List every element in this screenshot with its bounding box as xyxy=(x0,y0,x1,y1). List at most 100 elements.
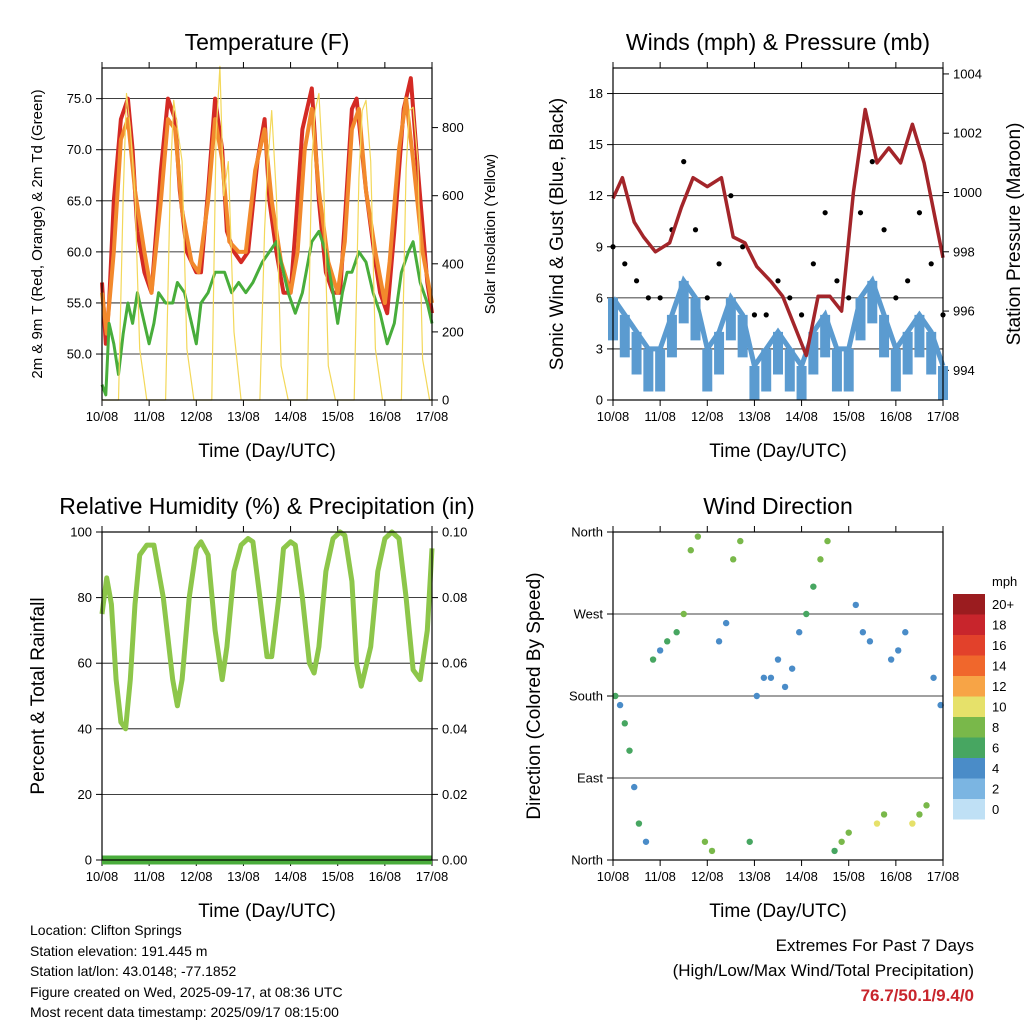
direction-point xyxy=(873,820,881,827)
direction-point xyxy=(887,656,895,663)
humidity-series xyxy=(99,529,435,865)
winds-ytick-label: 15 xyxy=(589,137,603,152)
direction-point xyxy=(730,556,737,563)
temperature-xtick-label: 13/08 xyxy=(227,409,260,424)
direction-point xyxy=(626,747,633,754)
humidity-xtick-label: 12/08 xyxy=(180,869,213,884)
winds-xtick-label: 17/08 xyxy=(927,409,960,424)
humidity-ytick-right-label: 0.10 xyxy=(442,525,467,540)
direction-point xyxy=(715,638,723,645)
gust-point xyxy=(716,261,722,267)
gust-point xyxy=(763,312,769,318)
humidity-ytick-label: 40 xyxy=(78,721,92,736)
humidity-line xyxy=(99,529,435,732)
direction-point xyxy=(845,829,852,836)
winds-ytick-right-label: 996 xyxy=(953,304,975,319)
winds-ytick-label: 3 xyxy=(596,341,603,356)
humidity-ytick-right-label: 0.02 xyxy=(442,787,467,802)
speed-legend-swatch xyxy=(953,635,985,656)
humidity-frame xyxy=(101,531,433,861)
humidity-plot xyxy=(96,526,438,866)
gust-point xyxy=(810,261,816,267)
direction-point xyxy=(746,838,753,845)
gust-point xyxy=(728,193,734,199)
humidity-ytick-label: 80 xyxy=(78,590,92,605)
wind_direction-xtick-label: 11/08 xyxy=(644,869,676,884)
temperature-xtick-label: 17/08 xyxy=(416,409,449,424)
temperature-ytick-right-label: 400 xyxy=(442,256,464,271)
winds-xtick-label: 10/08 xyxy=(597,409,630,424)
gust-point xyxy=(681,159,687,165)
humidity-xtick-label: 13/08 xyxy=(227,869,260,884)
direction-point xyxy=(774,656,782,663)
temperature-ytick-label: 75.0 xyxy=(67,91,92,106)
temperature-line-yellow xyxy=(102,65,432,401)
speed-legend-label: 12 xyxy=(992,679,1006,694)
temperature-plot xyxy=(96,62,438,406)
temperature-xtick-label: 15/08 xyxy=(321,409,354,424)
winds-plot xyxy=(607,62,949,406)
direction-point xyxy=(631,783,638,791)
temperature-ytick-right-label: 0 xyxy=(442,393,449,408)
temperature-ytick-right-label: 800 xyxy=(442,120,464,135)
winds-ytick-label: 18 xyxy=(589,86,603,101)
speed-legend-label: 20+ xyxy=(992,597,1014,612)
temperature-xtick-label: 16/08 xyxy=(369,409,402,424)
gust-point xyxy=(692,227,699,233)
humidity-xtick-label: 10/08 xyxy=(86,869,119,884)
wind_direction-ylabel: Direction (Colored By Speed) xyxy=(524,572,545,819)
temperature-title: Temperature (F) xyxy=(185,29,350,55)
extremes-heading: Extremes For Past 7 Days xyxy=(775,936,974,955)
humidity-ytick-label: 0 xyxy=(85,853,92,868)
gust-point xyxy=(857,210,864,216)
direction-point xyxy=(803,610,810,618)
wind-speed-line xyxy=(610,275,946,372)
speed-legend-label: 18 xyxy=(992,618,1006,633)
direction-point xyxy=(621,720,628,727)
wind_direction-plot xyxy=(607,526,944,866)
temperature-series xyxy=(100,65,434,401)
wind_direction-ytick-label: South xyxy=(569,689,603,704)
temperature-ytick-right-label: 600 xyxy=(442,188,464,203)
gust-point xyxy=(869,159,875,165)
gust-point xyxy=(893,295,899,301)
direction-point xyxy=(616,701,624,709)
station-elevation: Station elevation: 191.445 m xyxy=(30,942,208,959)
humidity-ytick-right-label: 0.04 xyxy=(442,721,467,736)
winds-ytick-right-label: 1004 xyxy=(953,66,982,81)
speed-legend-label: 2 xyxy=(992,782,999,797)
temperature-line-red xyxy=(100,76,434,346)
recent-timestamp: Most recent data timestamp: 2025/09/17 0… xyxy=(30,1004,339,1020)
winds-ytick-right-label: 994 xyxy=(953,363,975,378)
temperature-ytick-label: 50.0 xyxy=(67,347,92,362)
winds-xtick-label: 12/08 xyxy=(691,409,724,424)
humidity-ytick-right-label: 0.00 xyxy=(442,853,467,868)
wind_direction-xtick-label: 12/08 xyxy=(691,869,724,884)
direction-point xyxy=(656,647,664,654)
winds-title: Winds (mph) & Pressure (mb) xyxy=(626,29,930,55)
wind_direction-xtick-label: 13/08 xyxy=(738,869,771,884)
direction-point xyxy=(701,838,709,845)
speed-legend xyxy=(953,594,985,820)
temperature-xtick-label: 14/08 xyxy=(274,409,307,424)
gust-point xyxy=(834,278,840,284)
direction-point xyxy=(824,537,831,545)
temperature-xtick-label: 10/08 xyxy=(86,409,119,424)
wind_direction-frame xyxy=(612,531,944,861)
humidity-xtick-label: 16/08 xyxy=(369,869,402,884)
gust-point xyxy=(775,278,781,284)
speed-legend-swatch xyxy=(953,737,985,758)
speed-legend-label: 8 xyxy=(992,720,999,735)
direction-point xyxy=(642,838,650,845)
wind_direction-xtick-label: 16/08 xyxy=(880,869,913,884)
speed-legend-swatch xyxy=(953,594,985,615)
winds-ytick-label: 12 xyxy=(589,188,603,203)
humidity-xtick-label: 14/08 xyxy=(274,869,307,884)
direction-point xyxy=(722,619,730,627)
direction-point xyxy=(737,537,744,545)
direction-point xyxy=(930,674,937,681)
speed-legend-label: 4 xyxy=(992,761,999,776)
speed-legend-swatch xyxy=(953,799,985,820)
gust-point xyxy=(751,312,758,318)
